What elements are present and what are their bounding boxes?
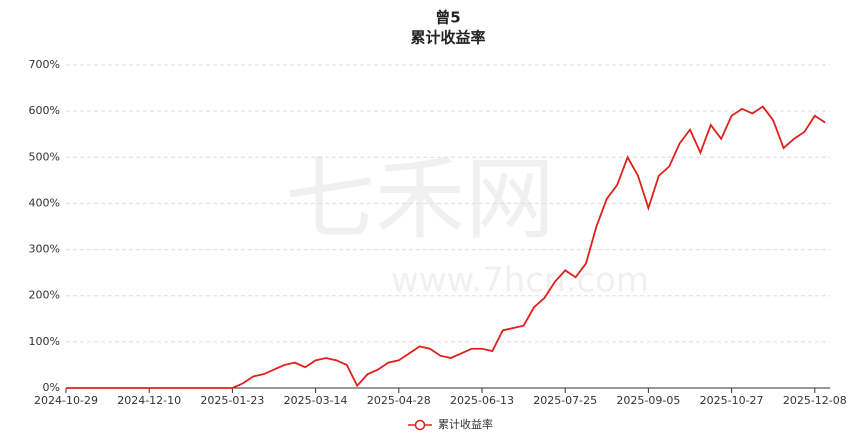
x-tick-label: 2025-09-05: [616, 394, 680, 407]
legend-label: 累计收益率: [438, 417, 493, 431]
legend-marker: [414, 419, 426, 431]
x-tick-label: 2025-01-23: [200, 394, 264, 407]
y-tick-label: 100%: [29, 335, 60, 348]
x-tick-label: 2025-07-25: [533, 394, 597, 407]
y-tick-label: 600%: [29, 104, 60, 117]
x-tick-label: 2025-12-08: [783, 394, 847, 407]
x-tick-label: 2024-10-29: [34, 394, 98, 407]
x-tick-label: 2024-12-10: [117, 394, 181, 407]
x-tick-label: 2025-03-14: [284, 394, 348, 407]
chart-subtitle: 累计收益率: [410, 29, 485, 47]
watermark: www.7hcn.com: [391, 261, 649, 301]
chart-title: 曾5: [435, 9, 460, 27]
line: [66, 105, 826, 389]
x-tick-label: 2025-04-28: [367, 394, 431, 407]
y-tick-label: 700%: [29, 58, 60, 71]
x-tick-label: 2025-06-13: [450, 394, 514, 407]
x-tick-label: 2025-10-27: [700, 394, 764, 407]
y-tick-label: 300%: [29, 243, 60, 256]
y-tick-label: 400%: [29, 196, 60, 209]
watermark: 七禾网: [285, 147, 555, 252]
y-tick-label: 0%: [43, 381, 60, 394]
y-tick-label: 500%: [29, 150, 60, 163]
y-tick-label: 200%: [29, 289, 60, 302]
